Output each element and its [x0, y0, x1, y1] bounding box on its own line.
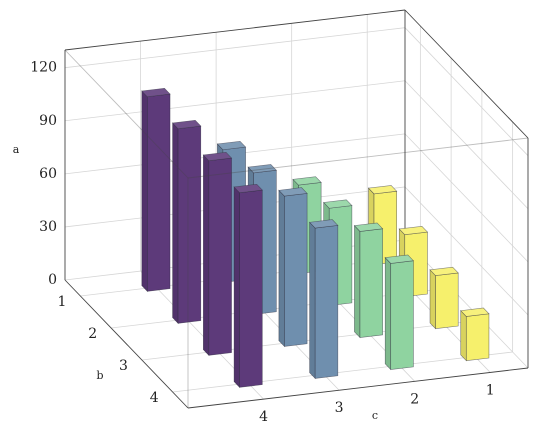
- bar: [171, 119, 202, 325]
- bar-top: [202, 151, 233, 162]
- box-edge: [64, 279, 189, 409]
- bar-highlight: [248, 164, 277, 173]
- bar-top: [398, 225, 429, 236]
- grid-line: [404, 80, 529, 210]
- bar-highlight: [354, 222, 383, 232]
- bar-shade: [460, 310, 467, 361]
- bar: [233, 183, 263, 389]
- bar-top: [247, 164, 277, 174]
- bar: [384, 254, 415, 371]
- box-edge: [187, 367, 529, 409]
- bar-front: [314, 225, 339, 379]
- bar-shade: [309, 222, 316, 379]
- bar-highlight: [278, 187, 308, 197]
- bar-shade: [172, 122, 179, 324]
- bar-top: [384, 254, 415, 264]
- x-tick-label: 1: [486, 382, 495, 398]
- bar-front: [208, 157, 232, 356]
- bar-highlight: [399, 226, 428, 235]
- bar-top: [429, 266, 459, 276]
- bar-front: [435, 272, 459, 329]
- z-tick-label: 90: [39, 113, 57, 129]
- bar-front: [284, 193, 308, 347]
- bar-highlight: [141, 88, 171, 97]
- z-tick-label: 0: [48, 272, 57, 288]
- bar-front: [239, 189, 263, 388]
- bar-top: [292, 176, 322, 186]
- grid-line: [172, 351, 513, 393]
- bar-top: [367, 185, 398, 195]
- bar: [202, 151, 233, 357]
- bar: [278, 187, 308, 348]
- bar-top: [278, 187, 308, 197]
- bar-top: [309, 219, 339, 229]
- bar-top: [141, 87, 171, 98]
- x-axis-label: c: [372, 409, 378, 422]
- bar-highlight: [309, 219, 338, 229]
- bar-highlight: [234, 184, 263, 193]
- bar-highlight: [368, 185, 397, 194]
- bar-top: [460, 307, 490, 317]
- z-tick-label: 30: [39, 219, 57, 235]
- grid-line: [64, 27, 406, 69]
- bar-top: [323, 199, 353, 209]
- grid-line: [404, 186, 529, 316]
- y-axis-label: b: [96, 369, 103, 382]
- bar-highlight: [385, 254, 414, 264]
- bar-top: [216, 141, 247, 151]
- bar-highlight: [217, 141, 246, 150]
- bar-front: [390, 260, 414, 370]
- bar-front: [147, 93, 171, 292]
- bar-highlight: [460, 308, 489, 317]
- bar-shade: [354, 225, 360, 338]
- bar-shade: [141, 90, 148, 292]
- bar-shade: [429, 269, 436, 329]
- bar-front: [465, 313, 490, 361]
- bar-highlight: [429, 267, 459, 276]
- bar-shade: [203, 154, 209, 356]
- bar-top: [353, 222, 384, 232]
- bar-front: [359, 228, 383, 338]
- bar-shade: [278, 190, 285, 347]
- bar: [460, 307, 490, 362]
- x-tick-label: 4: [259, 409, 268, 425]
- z-tick-label: 60: [39, 166, 57, 182]
- bar-top: [233, 183, 263, 194]
- z-axis-label: a: [13, 143, 20, 156]
- y-tick-label: 1: [57, 294, 66, 310]
- bar-highlight: [292, 176, 322, 186]
- x-tick-label: 2: [410, 391, 419, 407]
- bar: [141, 87, 171, 293]
- bar: [309, 219, 339, 380]
- bar-shade: [385, 257, 391, 370]
- bar: [429, 266, 459, 330]
- bar-highlight: [203, 152, 232, 161]
- box-edge: [404, 9, 529, 139]
- grid-line: [64, 80, 406, 122]
- bar-highlight: [323, 199, 352, 209]
- bar-top: [171, 119, 202, 130]
- box-edge: [64, 49, 189, 179]
- z-tick-label: 120: [30, 60, 57, 76]
- grid-line: [404, 133, 529, 263]
- y-tick-label: 4: [150, 390, 159, 406]
- bar-highlight: [172, 120, 201, 129]
- bar: [353, 222, 384, 339]
- y-tick-label: 2: [88, 326, 97, 342]
- grid-line: [404, 27, 529, 156]
- box-edge: [187, 137, 529, 179]
- y-tick-label: 3: [119, 358, 128, 374]
- bar-shade: [234, 186, 240, 388]
- box-edge: [64, 9, 406, 51]
- bar-front: [177, 125, 202, 324]
- x-tick-label: 3: [335, 400, 344, 416]
